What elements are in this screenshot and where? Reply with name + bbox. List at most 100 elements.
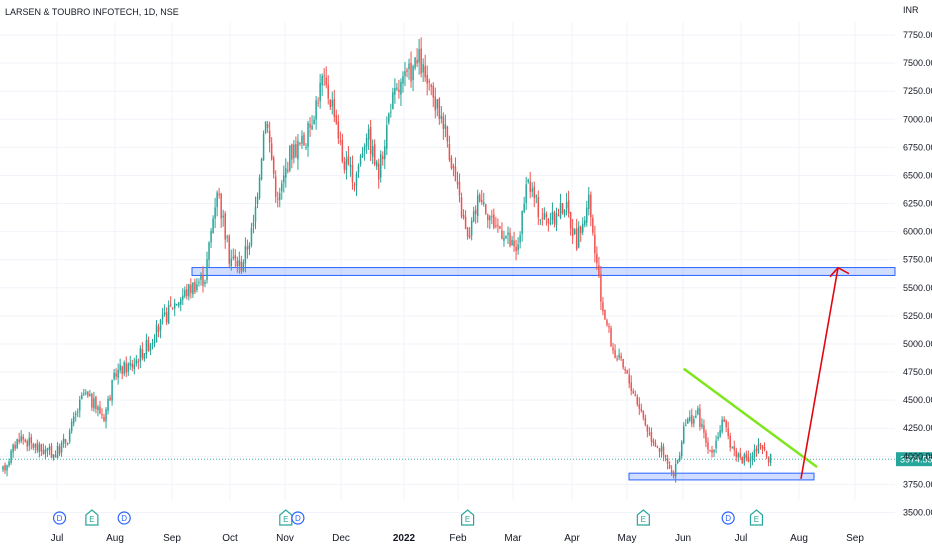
candle-body xyxy=(458,182,461,196)
candle xyxy=(549,212,552,226)
candle-body xyxy=(295,143,297,158)
candle xyxy=(87,391,89,398)
earnings-marker: E xyxy=(85,509,99,526)
y-tick-label: 5250.00 xyxy=(903,311,932,321)
candle xyxy=(662,443,665,462)
candle-body xyxy=(537,197,540,218)
candle xyxy=(341,133,344,164)
candle-body xyxy=(487,214,489,221)
candle-body xyxy=(56,445,59,459)
candle-body xyxy=(472,211,475,222)
candle-body xyxy=(440,115,443,119)
candle xyxy=(491,209,493,225)
candle-body xyxy=(163,312,166,315)
candle xyxy=(553,210,556,228)
candle-body xyxy=(701,423,703,427)
candle xyxy=(721,416,723,434)
candle-body xyxy=(648,433,651,435)
candle-body xyxy=(755,449,758,451)
candle xyxy=(442,112,445,140)
candle xyxy=(196,278,198,293)
candle-body xyxy=(240,261,243,272)
candle-body xyxy=(499,226,501,229)
candle xyxy=(503,230,505,247)
candle-body xyxy=(103,416,105,421)
candle xyxy=(521,210,523,242)
candle-body xyxy=(620,356,622,359)
candle xyxy=(493,208,495,230)
candle xyxy=(672,470,675,479)
candle xyxy=(557,208,560,217)
candle xyxy=(658,447,661,458)
candle-body xyxy=(610,327,612,347)
candle xyxy=(315,95,317,130)
candle xyxy=(313,115,315,125)
candle xyxy=(763,442,766,452)
candle-body xyxy=(406,69,408,72)
candle-body xyxy=(325,77,327,85)
candle-body xyxy=(131,363,134,368)
candle-body xyxy=(551,211,554,220)
x-tick-label: Jul xyxy=(735,533,748,544)
candle xyxy=(499,225,501,230)
candle xyxy=(131,359,134,372)
candle xyxy=(452,163,455,177)
candle-body xyxy=(757,443,760,453)
candle-body xyxy=(630,382,632,391)
candle-body xyxy=(501,230,503,239)
candle xyxy=(107,395,109,415)
candle-body xyxy=(624,368,626,371)
candle-body xyxy=(252,222,255,227)
candle-body xyxy=(497,224,499,226)
zones xyxy=(191,267,896,481)
candle-body xyxy=(186,289,188,297)
candle xyxy=(569,211,572,236)
candle xyxy=(359,153,362,167)
earnings-marker-shape xyxy=(636,509,650,526)
candle xyxy=(95,395,97,414)
candle-body xyxy=(662,446,665,455)
candle-body xyxy=(505,235,507,238)
candle-body xyxy=(244,245,247,264)
candle xyxy=(329,98,331,110)
candle xyxy=(563,209,566,218)
candle xyxy=(656,445,659,449)
candle-body xyxy=(238,260,241,266)
candle xyxy=(660,442,663,458)
y-tick-label: 4000.00 xyxy=(903,451,932,461)
dividend-marker-label: D xyxy=(295,514,301,523)
candle-body xyxy=(291,144,293,160)
candle xyxy=(79,395,81,418)
candle xyxy=(186,284,188,300)
x-tick-label: 2022 xyxy=(393,533,416,544)
candle xyxy=(458,173,461,203)
candle xyxy=(432,82,435,108)
candle-body xyxy=(721,419,723,432)
candle xyxy=(157,323,160,338)
candle-body xyxy=(644,417,647,425)
candle-body xyxy=(577,226,580,248)
earnings-marker-label: E xyxy=(89,515,94,524)
candle-body xyxy=(20,436,22,442)
candle xyxy=(125,356,127,378)
candle xyxy=(602,297,604,316)
candle xyxy=(608,323,610,333)
x-tick-label: Aug xyxy=(790,533,808,544)
candle-body xyxy=(650,431,653,442)
candle xyxy=(396,82,398,92)
candle-body xyxy=(200,275,202,280)
candle-body xyxy=(515,246,517,252)
candle-body xyxy=(355,173,358,186)
candle-body xyxy=(347,155,350,165)
candle xyxy=(250,222,253,248)
candle xyxy=(258,174,261,200)
candle xyxy=(588,186,590,216)
candle-body xyxy=(194,281,196,292)
candle-body xyxy=(14,444,16,449)
candle xyxy=(307,120,309,157)
candle-body xyxy=(141,348,144,359)
candle-body xyxy=(674,464,677,477)
candle-body xyxy=(268,130,271,143)
currency-label: INR xyxy=(903,5,919,15)
candle xyxy=(472,206,475,223)
